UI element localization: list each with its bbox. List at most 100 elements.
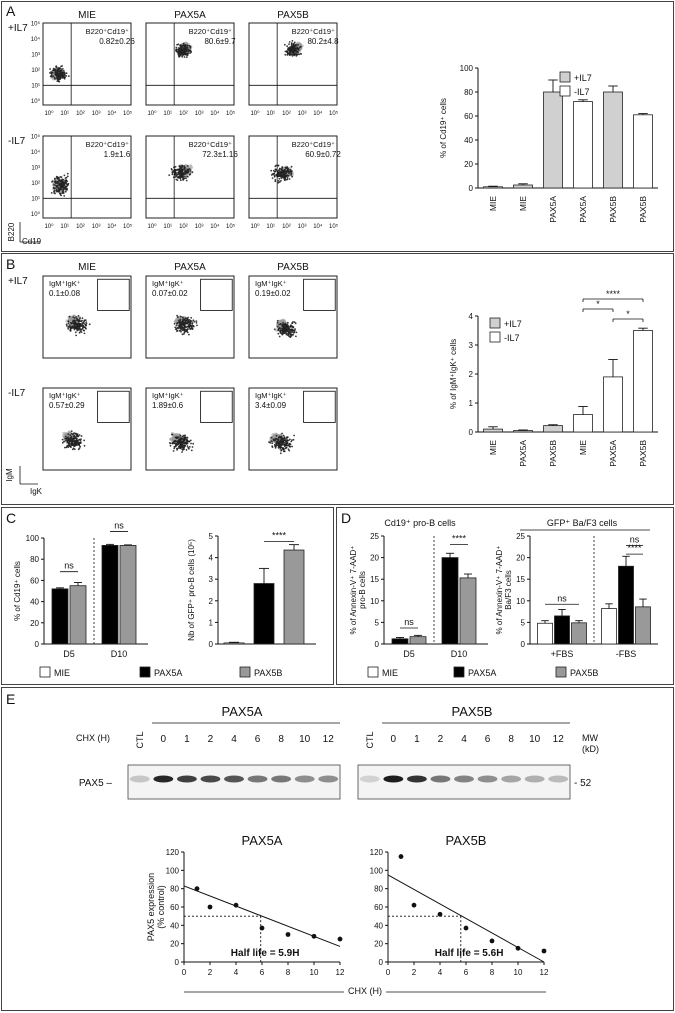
c-legend-pax5a-label: PAX5A — [154, 668, 182, 678]
a-flow-xtick: 10² — [282, 111, 291, 117]
a-col-header: PAX5B — [277, 10, 309, 21]
e-scatter-xtick-label: 2 — [412, 968, 417, 977]
a-flow-ytick: 10⁴ — [31, 149, 41, 156]
e-scatter-ytick-label: 120 — [166, 848, 180, 857]
a-flow-xtick: 10³ — [195, 111, 204, 117]
e-lane-label: 2 — [438, 734, 444, 745]
a-flow-ytick: 10² — [31, 181, 40, 187]
a-flow-xtick: 10⁵ — [226, 110, 236, 117]
b-flow-plot-gate — [97, 278, 130, 311]
d-right-group-label: -FBS — [616, 649, 637, 659]
a-flow-xtick: 10⁴ — [210, 223, 220, 230]
b-flow-plot-events — [61, 430, 86, 451]
D-right-ytick-label: 20 — [516, 554, 525, 563]
b-bar-category: PAX5B — [638, 440, 648, 467]
e-scatter-ytick-label: 60 — [170, 903, 179, 912]
panel-c-frame — [1, 507, 334, 685]
d-left-sig-label: **** — [452, 534, 467, 544]
panel-e-label: E — [6, 691, 16, 707]
e-scatter-ytick-label: 80 — [170, 885, 179, 894]
a-flow-xtick: 10¹ — [163, 111, 172, 117]
e-scatter-xtick-label: 12 — [336, 968, 345, 977]
e-blot-band — [176, 775, 197, 783]
a-flow-plot-frame — [248, 135, 338, 219]
e-lane-label: 0 — [391, 734, 397, 745]
a-bar-category: PAX5A — [578, 196, 588, 223]
b-axis-x-name: IgK — [30, 487, 43, 496]
b-gate-value: 0.1±0.08 — [49, 289, 81, 298]
A-bar-ytick-label: 60 — [464, 112, 473, 121]
C-right-ytick-label: 0 — [209, 640, 214, 649]
C-left-ytick-label: 80 — [30, 555, 39, 564]
a-flow-xtick: 10⁰ — [250, 223, 260, 230]
A-bar-ytick-label: 40 — [464, 136, 473, 145]
b-legend-il7plus-swatch — [489, 317, 501, 329]
d-left-sig-label: ns — [404, 617, 414, 627]
a-flow-xtick: 10⁴ — [107, 110, 117, 117]
e-scatter-point — [207, 904, 213, 910]
a-flow-ytick: 10¹ — [31, 197, 40, 203]
D-left-ytick-label: 5 — [375, 618, 380, 627]
a-flow-xtick: 10¹ — [266, 224, 275, 230]
a-flow-xtick: 10¹ — [60, 224, 69, 230]
C-left-ytick-label: 20 — [30, 619, 39, 628]
B-bar-ytick-label: 2 — [469, 370, 474, 379]
a-flow-ytick: 10⁰ — [31, 98, 41, 105]
e-scatter-title: PAX5B — [446, 833, 487, 848]
e-blot-band — [318, 775, 339, 783]
b-flow-plot-frame — [145, 275, 235, 359]
e-scatter-point — [398, 854, 404, 859]
e-scatter-xtick-label: 10 — [310, 968, 319, 977]
C-right-ytick-label: 2 — [209, 597, 214, 606]
e-blot-band — [383, 775, 404, 783]
e-blot-band — [247, 775, 268, 783]
panel-b-label: B — [6, 256, 16, 272]
e-scatter-xtick-label: 8 — [286, 968, 291, 977]
e-blot-band — [548, 775, 569, 783]
d-legend-pax5a-label: PAX5A — [468, 668, 496, 678]
C-right-ylabel: Nb of GFP⁺ pro-B cells (10⁵) — [187, 539, 196, 641]
e-lane-label: 12 — [323, 734, 335, 745]
e-scatter-point — [463, 925, 469, 931]
e-lane-label: 1 — [184, 734, 190, 745]
d-title-right: GFP⁺ Ba/F3 cells — [547, 518, 618, 528]
B-bar-ylabel: % of IgM⁺IgK⁺ cells — [449, 339, 458, 409]
e-scatter-ytick-label: 0 — [175, 958, 180, 967]
c-left-group-label: D10 — [111, 649, 128, 659]
a-bar-category: MIE — [488, 196, 498, 211]
e-scatter-xtick-label: 12 — [540, 968, 549, 977]
a-legend-il7minus-swatch — [559, 85, 571, 97]
C-right-ytick-label: 3 — [209, 575, 214, 584]
e-blot-band — [430, 775, 451, 783]
b-gate-name: IgM⁺IgK⁺ — [255, 279, 287, 288]
a-gate-value: 0.82±0.26 — [99, 37, 135, 46]
a-flow-plot-events — [283, 40, 304, 57]
a-flow-xtick: 10⁰ — [147, 110, 157, 117]
e-scatter-point — [515, 945, 521, 951]
D-right-ytick-label: 0 — [521, 640, 526, 649]
b-legend-il7minus-swatch — [489, 331, 501, 343]
d-legend-pax5b-label: PAX5B — [570, 668, 598, 678]
a-flow-ytick: 10⁰ — [31, 211, 41, 218]
a-flow-xtick: 10² — [179, 224, 188, 230]
e-scatter-ytick-label: 100 — [166, 866, 180, 875]
a-flow-xtick: 10¹ — [60, 111, 69, 117]
a-flow-xtick: 10³ — [195, 224, 204, 230]
b-gate-value: 3.4±0.09 — [255, 401, 287, 410]
e-scatter-xtick-label: 4 — [438, 968, 443, 977]
e-blot-title: PAX5A — [222, 704, 263, 719]
b-gate-name: IgM⁺IgK⁺ — [152, 279, 184, 288]
D-right-ytick-label: 10 — [516, 597, 525, 606]
a-row-label: -IL7 — [8, 136, 26, 147]
C-left-ylabel: % of Cd19⁺ cells — [13, 561, 22, 621]
A-bar-ylabel: % of Cd19⁺ cells — [439, 98, 448, 158]
a-flow-plot-events — [175, 41, 193, 58]
b-sig-3-label: * — [626, 309, 630, 319]
e-lane-label: 8 — [508, 734, 514, 745]
a-flow-ytick: 10³ — [31, 166, 40, 172]
a-flow-xtick: 10² — [179, 111, 188, 117]
e-scatter-ytick-label: 80 — [374, 885, 383, 894]
a-gate-value: 72.3±1.16 — [202, 150, 238, 159]
D-left-ytick-label: 20 — [370, 554, 379, 563]
e-scatter-xtick-label: 4 — [234, 968, 239, 977]
